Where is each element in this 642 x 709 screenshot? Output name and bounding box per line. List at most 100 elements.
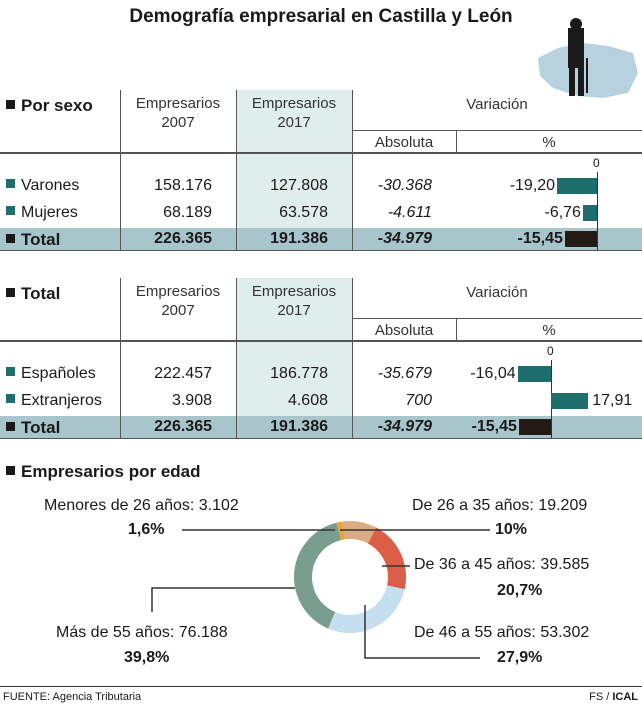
header-variacion: Variación — [466, 284, 528, 301]
header-variacion: Variación — [466, 96, 528, 113]
label-menores-26: Menores de 26 años: 3.102 — [44, 497, 239, 514]
pct-bar — [518, 419, 551, 435]
value-absoluta: 700 — [405, 392, 432, 409]
header-pct: % — [542, 134, 556, 151]
total-row-background — [0, 228, 642, 250]
value-pct: 17,91 — [592, 392, 633, 409]
value-2007: 226.365 — [154, 230, 212, 247]
donut-slice — [328, 585, 405, 634]
value-pct: -6,76 — [544, 204, 581, 221]
leader-line-mas-55 — [151, 587, 295, 612]
value-2017: 191.386 — [270, 230, 328, 247]
donut-slice — [336, 521, 345, 541]
value-absoluta: -35.679 — [377, 365, 432, 382]
column-2017-shading — [236, 278, 352, 418]
bullet-icon — [6, 422, 15, 431]
bullet-icon — [6, 179, 15, 188]
pct-bar — [551, 393, 589, 409]
pct-46-55: 27,9% — [497, 649, 543, 666]
header-2007: Empresarios 2007 — [135, 95, 221, 131]
bullet-icon — [6, 394, 15, 403]
row-label: Españoles — [6, 365, 96, 383]
value-2007: 3.908 — [171, 392, 212, 409]
pct-bar — [517, 366, 551, 382]
header-2017: Empresarios 2017 — [251, 283, 337, 319]
column-divider — [120, 90, 121, 250]
value-absoluta: -4.611 — [387, 204, 432, 221]
value-pct: -15,45 — [471, 418, 517, 435]
zero-axis — [597, 172, 598, 250]
pct-bar — [557, 178, 597, 194]
label-mas-55: Más de 55 años: 76.188 — [56, 624, 228, 641]
row-label: Varones — [6, 177, 79, 195]
donut-slice — [294, 522, 341, 629]
value-2017: 4.608 — [287, 392, 328, 409]
column-divider — [236, 90, 237, 250]
row-label: Total — [6, 418, 60, 438]
value-2017: 186.778 — [270, 365, 328, 382]
table-title: Por sexo — [6, 96, 93, 116]
total-row-background — [0, 416, 642, 438]
label-36-45: De 36 a 45 años: 39.585 — [414, 556, 590, 573]
header-2017: Empresarios 2017 — [251, 95, 337, 131]
leader-line-46-55 — [364, 605, 480, 659]
divider — [352, 130, 642, 131]
value-2017: 63.578 — [279, 204, 328, 221]
header-absoluta: Absoluta — [374, 322, 434, 339]
label-26-35: De 26 a 35 años: 19.209 — [412, 497, 588, 514]
value-absoluta: -34.979 — [377, 418, 432, 435]
column-divider — [236, 278, 237, 438]
label-46-55: De 46 a 55 años: 53.302 — [414, 624, 590, 641]
header-divider — [0, 152, 642, 154]
pct-36-45: 20,7% — [497, 582, 543, 599]
bullet-icon — [6, 367, 15, 376]
value-2007: 222.457 — [154, 365, 212, 382]
value-2017: 191.386 — [270, 418, 328, 435]
divider — [352, 318, 642, 319]
value-pct: -16,04 — [470, 365, 516, 382]
bullet-icon — [6, 234, 15, 243]
section-title-edad: Empresarios por edad — [6, 462, 201, 482]
table-bottom-border — [0, 438, 642, 439]
table-bottom-border — [0, 250, 642, 251]
pct-menores-26: 1,6% — [128, 521, 165, 538]
footer-divider — [0, 686, 642, 687]
page-title: Demografía empresarial en Castilla y Leó… — [129, 6, 513, 27]
bullet-icon — [6, 206, 15, 215]
column-divider — [352, 278, 353, 438]
column-divider — [456, 318, 457, 340]
donut-slice — [367, 527, 406, 590]
column-2017-shading — [236, 90, 352, 230]
credit-text: FS / ICAL — [589, 691, 638, 703]
row-label: Mujeres — [6, 204, 78, 222]
pct-26-35: 10% — [495, 521, 528, 538]
zero-label: 0 — [547, 344, 554, 358]
value-absoluta: -34.979 — [377, 230, 432, 247]
bullet-icon — [6, 288, 15, 297]
pct-mas-55: 39,8% — [124, 649, 170, 666]
bullet-icon — [6, 466, 15, 475]
value-2007: 226.365 — [154, 418, 212, 435]
castilla-leon-map-businessman-illustration — [538, 18, 638, 98]
column-divider — [120, 278, 121, 438]
header-2007: Empresarios 2007 — [135, 283, 221, 319]
donut-slice — [342, 521, 377, 544]
row-label: Extranjeros — [6, 392, 102, 410]
value-2017: 127.808 — [270, 177, 328, 194]
row-label: Total — [6, 230, 60, 250]
bullet-icon — [6, 100, 15, 109]
pct-bar — [564, 231, 597, 247]
column-divider — [456, 130, 457, 152]
header-divider — [0, 340, 642, 342]
pct-bar — [582, 205, 597, 221]
header-absoluta: Absoluta — [374, 134, 434, 151]
value-pct: -19,20 — [509, 177, 556, 194]
table-title: Total — [6, 284, 60, 304]
column-divider — [352, 90, 353, 250]
header-pct: % — [542, 322, 556, 339]
source-text: FUENTE: Agencia Tributaria — [3, 691, 142, 703]
value-pct: -15,45 — [517, 230, 563, 247]
value-2007: 68.189 — [163, 204, 212, 221]
